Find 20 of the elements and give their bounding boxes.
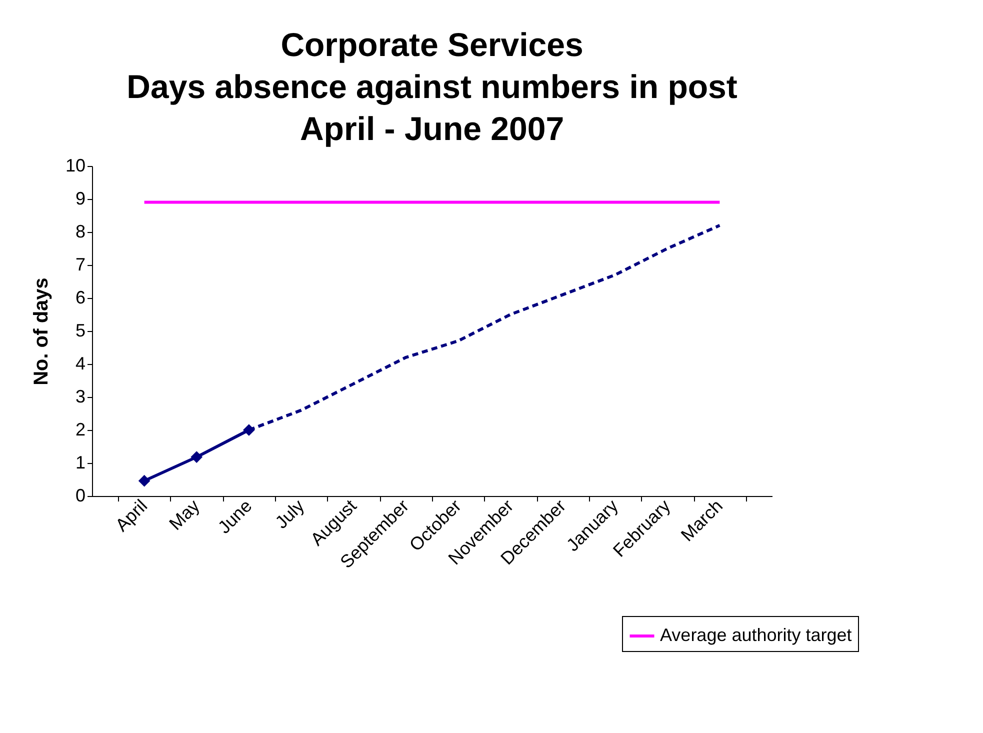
text: April - June 2007 [300,110,564,147]
x-tick-label: July [271,496,308,532]
y-tick-label: 1 [75,452,86,472]
y-tick-label: 6 [75,288,86,308]
x-tick-label: May [165,496,204,534]
y-tick-label: 3 [75,386,86,406]
point [138,474,150,487]
text: Corporate Services [280,26,584,63]
y-tick-label: 2 [75,420,86,440]
point [190,451,203,463]
legend-label: Average authority target [660,625,852,645]
y-tick-label: 7 [75,254,86,274]
text: Days absence against numbers in post [126,68,738,105]
y-tick-label: 4 [75,354,86,374]
y-tick-label: 0 [75,486,86,506]
y-tick-label: 8 [75,222,86,242]
y-tick-label: 5 [75,320,86,340]
y-tick-label: 10 [65,156,86,176]
y-axis-title: No. of days [30,278,52,386]
y-tick-label: 9 [75,188,86,208]
